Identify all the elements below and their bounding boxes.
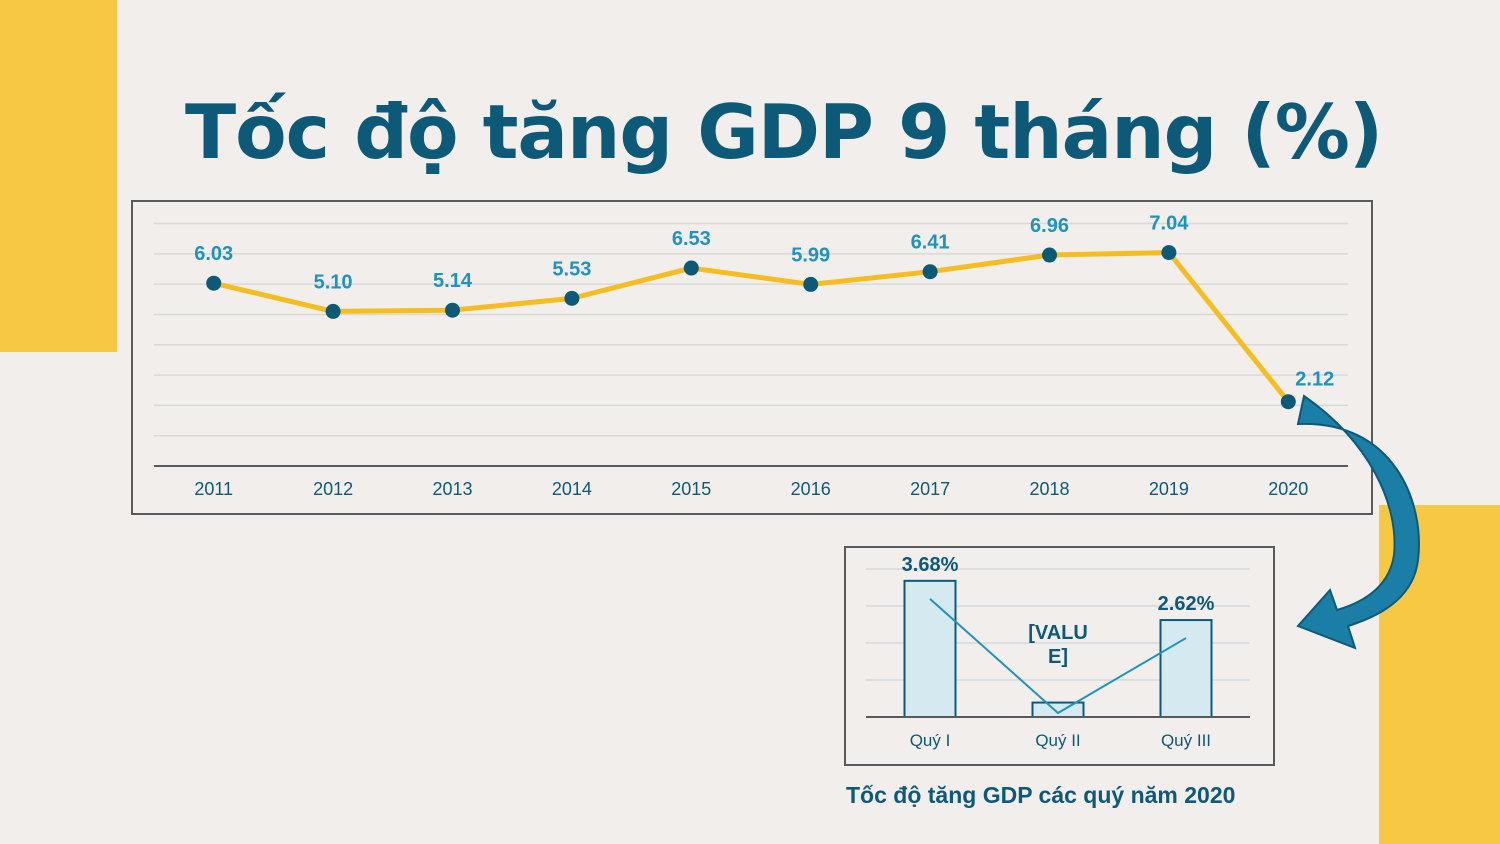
- bar: [903, 579, 957, 719]
- data-point: [206, 275, 222, 291]
- overlay-line: [929, 598, 1187, 715]
- x-tick-label: 2011: [194, 479, 233, 499]
- data-point: [1161, 245, 1177, 261]
- x-tick-label: Quý II: [1035, 731, 1080, 750]
- curved-arrow-icon: [1296, 394, 1420, 650]
- data-point: [564, 290, 580, 306]
- x-tick-label: 2012: [313, 479, 353, 499]
- data-label: 5.14: [433, 270, 473, 292]
- x-tick-label: Quý III: [1161, 731, 1211, 750]
- quarterly-chart-frame: [844, 546, 1275, 766]
- data-label: 2.62%: [1158, 593, 1215, 615]
- data-point: [683, 260, 699, 276]
- decorative-yellow-block-top-left: [0, 0, 117, 352]
- x-tick-label: 2015: [671, 479, 711, 499]
- x-tick-label: Quý I: [910, 731, 951, 750]
- bar: [1031, 701, 1085, 719]
- annual-gdp-line-chart: 2011 2012 2013 2014 2015 2016 2017 2018 2019 2020…: [154, 213, 1348, 499]
- x-tick-label: 2013: [432, 479, 472, 499]
- data-label: 3.68%: [902, 554, 959, 576]
- series-line: [213, 250, 1291, 404]
- data-label: 6.41: [911, 232, 950, 254]
- bar: [1159, 619, 1213, 718]
- data-point: [1042, 247, 1057, 263]
- x-tick-label: 2018: [1029, 479, 1069, 499]
- quarterly-gdp-bar-chart: Quý I Quý II Quý III 3.68% [VALU E] 2.62%: [866, 554, 1250, 750]
- data-label: 6.03: [194, 243, 233, 265]
- data-label: 2.12: [1295, 369, 1334, 391]
- data-label: 5.99: [791, 244, 830, 266]
- x-tick-label: 2016: [791, 479, 831, 499]
- data-point: [1280, 394, 1296, 410]
- x-tick-label: 2014: [552, 479, 592, 499]
- data-point: [325, 303, 341, 319]
- data-point: [922, 264, 938, 280]
- data-label: 7.04: [1149, 213, 1189, 235]
- slide-title: Tốc độ tăng GDP 9 tháng (%): [185, 88, 1383, 176]
- quarterly-chart-caption: Tốc độ tăng GDP các quý năm 2020: [846, 782, 1236, 808]
- x-tick-label: 2020: [1268, 479, 1308, 499]
- data-label: 6.96: [1030, 215, 1069, 237]
- data-label: 6.53: [672, 228, 711, 250]
- annual-chart-frame: [131, 200, 1373, 515]
- data-point: [445, 302, 460, 318]
- x-tick-label: 2017: [910, 479, 950, 499]
- data-point: [803, 276, 819, 292]
- data-label: 5.53: [552, 258, 591, 280]
- data-label: 5.10: [314, 271, 353, 293]
- data-label: [VALU E]: [1028, 622, 1088, 668]
- x-tick-label: 2019: [1149, 479, 1189, 499]
